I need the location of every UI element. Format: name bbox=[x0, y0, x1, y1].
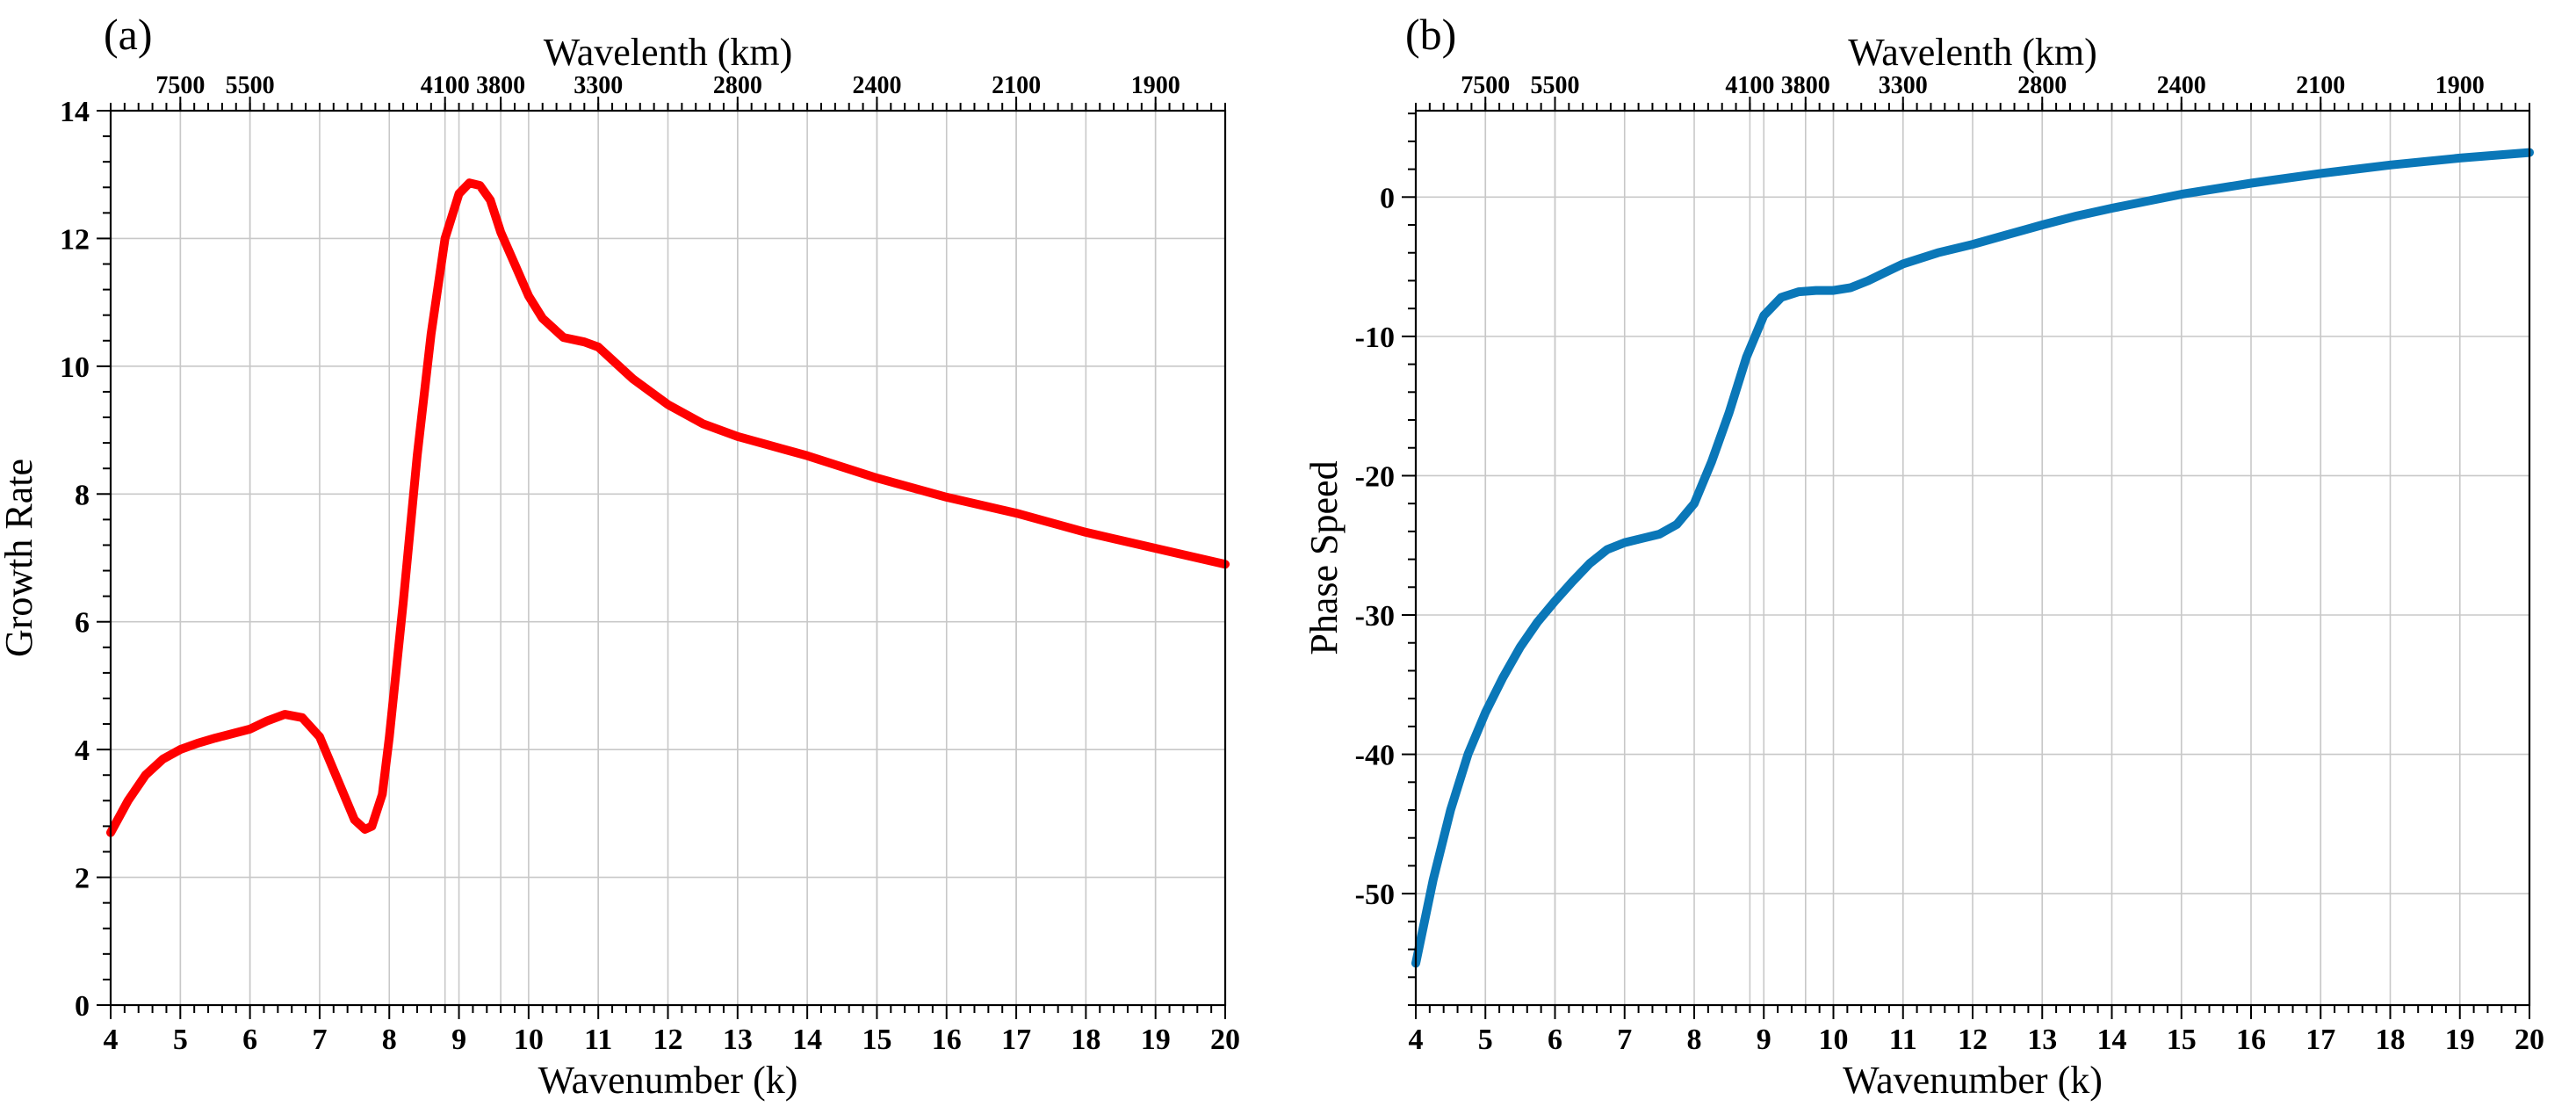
panel-a-x-tick-label: 9 bbox=[451, 1024, 466, 1056]
panel-a-x-tick-label: 19 bbox=[1141, 1024, 1171, 1056]
panel-a-x-tick-label: 18 bbox=[1071, 1024, 1100, 1056]
panel-a-top-tick-label: 7500 bbox=[155, 72, 205, 99]
panel-a-x-tick-label: 8 bbox=[382, 1024, 397, 1056]
panel-b-x-tick-label: 9 bbox=[1757, 1024, 1771, 1056]
panel-b-x-tick-label: 17 bbox=[2305, 1024, 2335, 1056]
panel-a-x-tick-label: 13 bbox=[723, 1024, 753, 1056]
panel-b-top-tick-label: 3800 bbox=[1781, 72, 1830, 99]
panel-a-x-tick-label: 16 bbox=[932, 1024, 962, 1056]
panel-a-x-tick-label: 6 bbox=[242, 1024, 257, 1056]
panel-b-top-tick-label: 1900 bbox=[2435, 72, 2485, 99]
panel-a-x-tick-label: 15 bbox=[862, 1024, 891, 1056]
panel-a-top-tick-label: 2800 bbox=[713, 72, 762, 99]
panel-b-x-tick-label: 16 bbox=[2236, 1024, 2266, 1056]
panel-a-y-tick-label: 2 bbox=[75, 863, 90, 895]
panel-a-growth-rate-line bbox=[106, 178, 1230, 837]
panel-b-phase-speed-line bbox=[1411, 148, 2534, 968]
panel-b-top-tick-label: 5500 bbox=[1531, 72, 1580, 99]
panel-a-x-tick-label: 10 bbox=[514, 1024, 544, 1056]
panel-b-x-tick-label: 11 bbox=[1889, 1024, 1917, 1056]
panel-a-top-axis-label: Wavelenth (km) bbox=[544, 31, 793, 74]
panel-a-label: (a) bbox=[104, 10, 153, 59]
panel-a-x-tick-label: 20 bbox=[1210, 1024, 1240, 1056]
panel-a-x-tick-label: 5 bbox=[173, 1024, 188, 1056]
panel-b-x-tick-label: 14 bbox=[2097, 1024, 2127, 1056]
panel-a-x-tick-label: 17 bbox=[1001, 1024, 1031, 1056]
panel-b-x-tick-label: 5 bbox=[1478, 1024, 1493, 1056]
panel-a-x-tick-label: 12 bbox=[653, 1024, 683, 1056]
panel-a-y-tick-label: 8 bbox=[75, 479, 90, 511]
panel-b-x-tick-label: 18 bbox=[2376, 1024, 2406, 1056]
panel-b-y-tick-label: 0 bbox=[1380, 182, 1395, 214]
panel-b-x-tick-label: 10 bbox=[1819, 1024, 1849, 1056]
panel-b-top-tick-label: 2400 bbox=[2157, 72, 2206, 99]
panel-b-y-tick-label: -30 bbox=[1355, 600, 1395, 633]
panel-b-x-tick-label: 20 bbox=[2515, 1024, 2544, 1056]
panel-a-y-tick-label: 14 bbox=[60, 96, 90, 128]
panel-a-x-tick-label: 14 bbox=[792, 1024, 822, 1056]
panel-a-grid bbox=[110, 110, 1226, 1006]
panel-a-top-tick-label: 2400 bbox=[852, 72, 901, 99]
panel-a-x-axis-label: Wavenumber (k) bbox=[538, 1059, 798, 1102]
panel-a-x-tick-label: 7 bbox=[312, 1024, 327, 1056]
panel-b-x-tick-label: 4 bbox=[1409, 1024, 1424, 1056]
panel-b-top-tick-label: 2800 bbox=[2017, 72, 2067, 99]
panel-b-x-tick-label: 19 bbox=[2445, 1024, 2475, 1056]
panel-b-x-tick-label: 12 bbox=[1958, 1024, 1988, 1056]
panel-a-top-tick-label: 3300 bbox=[574, 72, 623, 99]
panel-b-label: (b) bbox=[1405, 10, 1456, 59]
panel-a-top-tick-label: 4100 bbox=[421, 72, 470, 99]
panel-a-y-tick-label: 6 bbox=[75, 607, 90, 640]
panel-a-y-axis-label: Growth Rate bbox=[0, 459, 40, 657]
panel-b-ticks: 4 5 6 7 8 9 10 11 12 13 14 15 16 17 18 19 20 7500 5500 4100… bbox=[1355, 72, 2544, 1056]
panel-b-top-tick-label: 4100 bbox=[1725, 72, 1774, 99]
panel-a-top-tick-label: 3800 bbox=[476, 72, 525, 99]
panel-b-y-axis-label: Phase Speed bbox=[1302, 460, 1346, 655]
panel-b-x-tick-label: 13 bbox=[2027, 1024, 2057, 1056]
panel-b-top-tick-label: 7500 bbox=[1461, 72, 1510, 99]
panel-b-x-axis-label: Wavenumber (k) bbox=[1843, 1059, 2103, 1102]
panel-a-y-tick-label: 0 bbox=[75, 990, 90, 1023]
panel-b-top-tick-label: 2100 bbox=[2296, 72, 2345, 99]
panel-a-top-tick-label: 5500 bbox=[226, 72, 275, 99]
panel-b-x-tick-label: 6 bbox=[1548, 1024, 1562, 1056]
panel-b-top-tick-label: 3300 bbox=[1879, 72, 1928, 99]
panel-b-y-tick-label: -20 bbox=[1355, 460, 1395, 493]
panel-b-y-tick-label: -40 bbox=[1355, 740, 1395, 772]
panel-a-x-tick-label: 11 bbox=[584, 1024, 612, 1056]
panel-b-top-axis-label: Wavelenth (km) bbox=[1848, 31, 2097, 74]
panel-a-x-tick-label: 4 bbox=[104, 1024, 119, 1056]
panel-a-y-tick-label: 10 bbox=[60, 351, 90, 384]
panel-b-x-tick-label: 7 bbox=[1617, 1024, 1632, 1056]
panel-b-x-tick-label: 15 bbox=[2167, 1024, 2197, 1056]
panel-a-top-tick-label: 2100 bbox=[992, 72, 1041, 99]
panel-b-phase-speed: (b) 4 5 6 7 8 9 10 11 12 13 14 15 16 17 18 19 20 7500 5500… bbox=[1302, 10, 2544, 1102]
panel-a-y-tick-label: 12 bbox=[60, 223, 90, 256]
panel-b-y-tick-label: -50 bbox=[1355, 879, 1395, 911]
panel-b-x-tick-label: 8 bbox=[1687, 1024, 1702, 1056]
panel-b-y-tick-label: -10 bbox=[1355, 322, 1395, 354]
panel-a-y-tick-label: 4 bbox=[75, 734, 90, 767]
panel-a-top-tick-label: 1900 bbox=[1131, 72, 1180, 99]
